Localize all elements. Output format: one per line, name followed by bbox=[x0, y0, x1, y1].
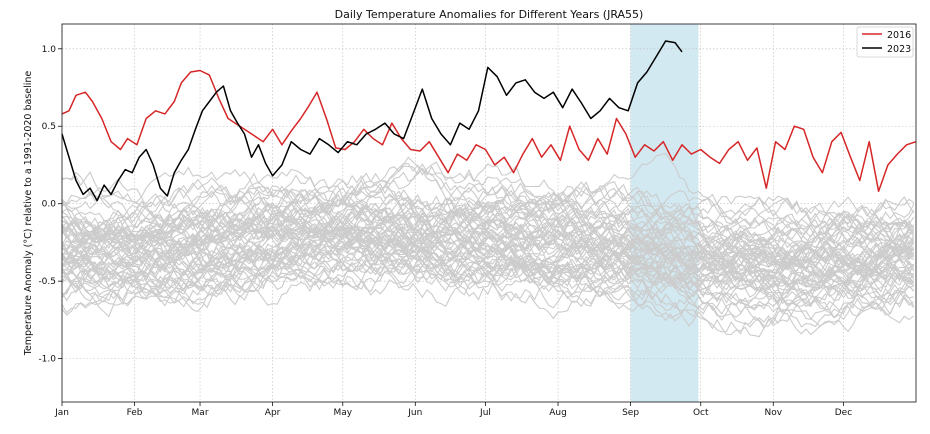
background-year-line bbox=[61, 190, 914, 274]
x-tick-label: Sep bbox=[622, 408, 639, 418]
x-tick-label: Aug bbox=[549, 408, 567, 418]
background-year-line bbox=[61, 190, 915, 259]
highlighted-series-layer bbox=[61, 40, 917, 202]
x-tick-label: Feb bbox=[127, 408, 143, 418]
y-tick-label: 1.0 bbox=[42, 45, 57, 55]
background-year-line bbox=[61, 188, 915, 251]
background-year-line bbox=[61, 233, 915, 307]
background-year-line bbox=[61, 245, 915, 311]
y-tick-label: -0.5 bbox=[38, 277, 56, 287]
series-line-2023 bbox=[61, 40, 683, 202]
background-year-line bbox=[61, 239, 914, 312]
axis-ticks-layer: Jan Feb Mar Apr May Jun Jul Aug Sep Oct Nov Dec -1.0… bbox=[38, 45, 852, 418]
x-tick-label: Apr bbox=[265, 408, 281, 418]
y-tick-label: 0.5 bbox=[42, 122, 56, 132]
x-tick-label: Oct bbox=[693, 408, 709, 418]
x-tick-label: Mar bbox=[192, 408, 209, 418]
x-tick-label: Jan bbox=[54, 408, 69, 418]
background-year-line bbox=[61, 224, 914, 313]
y-tick-label: -1.0 bbox=[38, 355, 56, 365]
y-axis-label: Temperature Anomaly (°C) relative to a 1… bbox=[23, 71, 34, 357]
background-year-line bbox=[61, 232, 914, 306]
x-tick-label: Dec bbox=[835, 408, 852, 418]
legend-label-2023: 2023 bbox=[887, 44, 911, 55]
background-year-line bbox=[61, 181, 914, 248]
legend: 2016 2023 bbox=[856, 26, 914, 58]
plot-frame bbox=[61, 23, 917, 403]
background-year-line bbox=[61, 226, 914, 300]
background-year-line bbox=[61, 236, 915, 322]
x-tick-label: Jul bbox=[479, 408, 491, 418]
background-year-line bbox=[61, 167, 915, 258]
series-line-2016 bbox=[61, 69, 917, 193]
x-tick-label: May bbox=[333, 408, 352, 418]
background-year-line bbox=[61, 163, 914, 227]
background-year-line bbox=[61, 253, 915, 319]
background-year-line bbox=[61, 186, 915, 255]
background-year-line bbox=[61, 198, 915, 273]
background-year-line bbox=[61, 204, 915, 273]
background-year-line bbox=[61, 177, 915, 244]
background-year-line bbox=[61, 189, 915, 275]
x-tick-label: Nov bbox=[764, 408, 782, 418]
background-year-line bbox=[61, 156, 915, 244]
legend-label-2016: 2016 bbox=[887, 30, 911, 41]
y-tick-label: 0.0 bbox=[42, 200, 57, 210]
chart-title: Daily Temperature Anomalies for Differen… bbox=[335, 8, 644, 21]
background-series-layer bbox=[61, 152, 915, 338]
background-year-line bbox=[61, 215, 915, 289]
x-tick-label: Jun bbox=[407, 408, 422, 418]
background-year-line bbox=[61, 257, 915, 327]
background-year-line bbox=[61, 168, 915, 256]
background-year-line bbox=[61, 152, 915, 232]
